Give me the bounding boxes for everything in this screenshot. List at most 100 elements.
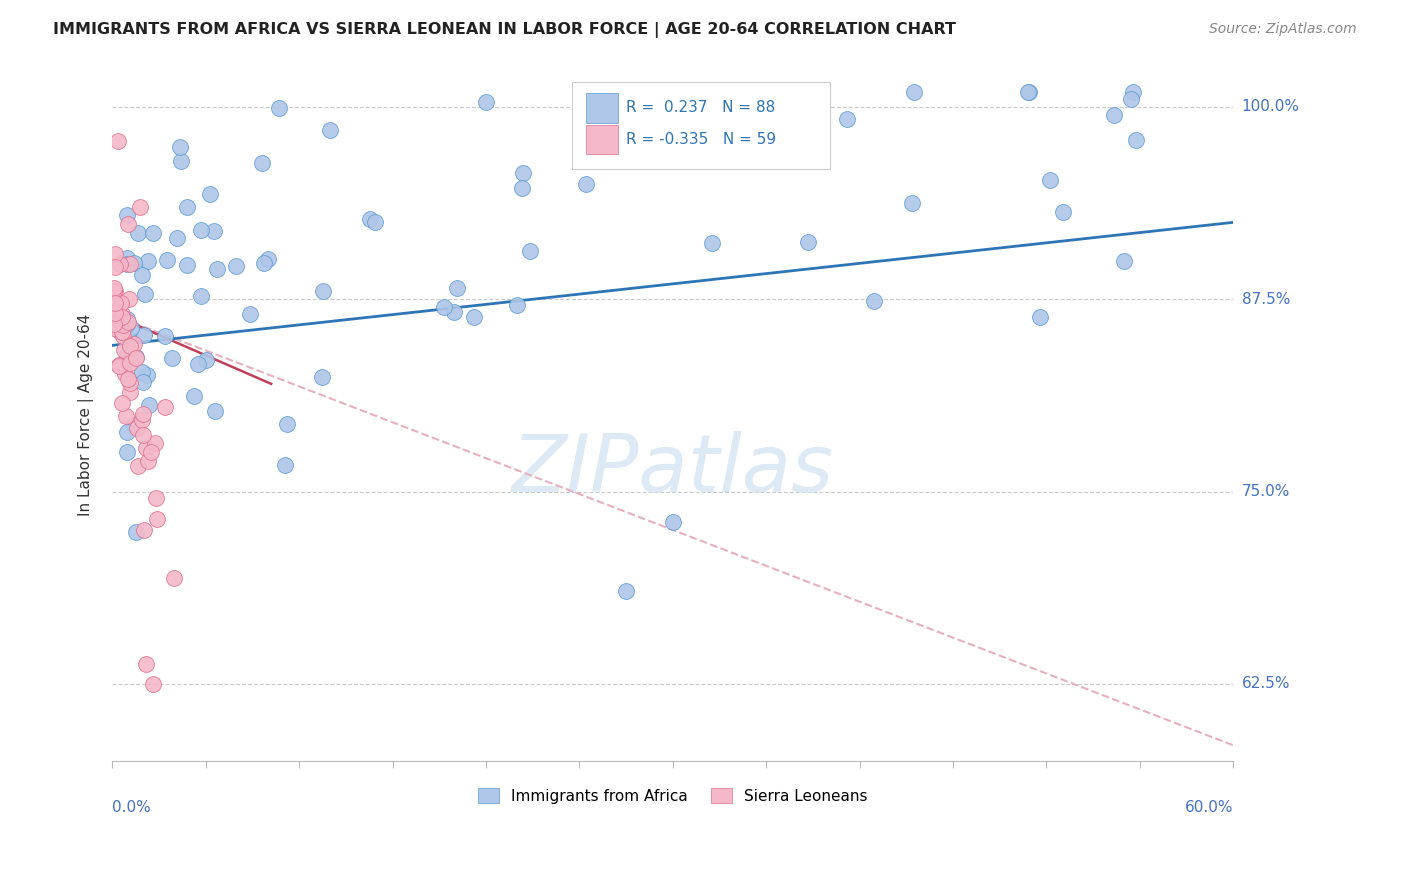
Point (359, 211, 381, 226)
Text: IMMIGRANTS FROM AFRICA VS SIERRA LEONEAN IN LABOR FORCE | AGE 20-64 CORRELATION : IMMIGRANTS FROM AFRICA VS SIERRA LEONEAN… (53, 22, 956, 38)
Point (103, 284, 125, 298)
Text: 87.5%: 87.5% (1241, 292, 1289, 307)
Bar (586, 125, 617, 154)
Point (443, 305, 465, 319)
Legend: Immigrants from Africa, Sierra Leoneans: Immigrants from Africa, Sierra Leoneans (471, 782, 875, 810)
Point (132, 523, 155, 537)
Point (143, 436, 166, 450)
Point (160, 351, 183, 366)
Point (112, 343, 135, 357)
Point (170, 153, 193, 168)
Point (703, 150, 725, 164)
Point (117, 218, 139, 232)
Text: ZIPatlas: ZIPatlas (512, 431, 834, 509)
Point (135, 368, 157, 383)
Point (114, 368, 136, 382)
Point (695, 99, 717, 113)
Point (146, 512, 169, 526)
Point (117, 352, 139, 367)
Point (1112, 253, 1135, 268)
Point (364, 215, 387, 229)
Point (117, 317, 139, 331)
Point (187, 358, 209, 372)
Point (117, 251, 139, 265)
Point (117, 349, 139, 363)
Point (131, 365, 153, 379)
Point (142, 227, 165, 241)
Point (311, 285, 333, 299)
Point (1125, 133, 1147, 147)
Point (575, 177, 598, 191)
Point (104, 306, 127, 320)
Text: R =  0.237   N = 88: R = 0.237 N = 88 (626, 101, 775, 115)
Point (111, 307, 134, 321)
Point (117, 209, 139, 223)
Point (153, 400, 176, 414)
Point (120, 339, 142, 353)
Point (104, 303, 127, 318)
Point (117, 312, 139, 326)
Point (120, 320, 142, 334)
Point (662, 515, 685, 529)
Point (105, 308, 128, 322)
Point (105, 317, 128, 331)
Point (125, 351, 148, 366)
Text: R = -0.335   N = 59: R = -0.335 N = 59 (626, 132, 776, 147)
Point (138, 254, 160, 268)
Point (104, 310, 127, 324)
Point (190, 223, 212, 237)
Point (127, 458, 149, 473)
Text: 0.0%: 0.0% (112, 799, 150, 814)
Point (900, 195, 922, 210)
Point (129, 200, 152, 214)
Point (204, 404, 226, 418)
Point (162, 571, 184, 585)
Point (862, 293, 884, 308)
Point (1017, 85, 1039, 99)
Point (614, 584, 637, 599)
Point (118, 333, 141, 347)
Point (276, 417, 298, 432)
Point (138, 398, 160, 412)
Point (103, 317, 125, 331)
Point (835, 112, 858, 126)
Point (107, 359, 129, 373)
Point (110, 296, 132, 310)
Point (169, 140, 191, 154)
Point (250, 156, 273, 170)
Point (1039, 172, 1062, 186)
Point (104, 285, 127, 299)
FancyBboxPatch shape (572, 82, 830, 169)
Point (132, 375, 155, 389)
Point (122, 417, 145, 432)
Point (117, 315, 139, 329)
Point (156, 252, 179, 267)
Point (117, 445, 139, 459)
Point (135, 657, 157, 671)
Point (166, 230, 188, 244)
Point (1119, 92, 1142, 106)
Point (506, 298, 529, 312)
Point (512, 166, 534, 180)
Text: 75.0%: 75.0% (1241, 484, 1289, 499)
Point (125, 350, 148, 364)
Point (1122, 85, 1144, 99)
Point (773, 800, 796, 814)
Point (202, 224, 225, 238)
Point (103, 315, 125, 329)
Point (111, 325, 134, 339)
Point (131, 413, 153, 427)
Point (475, 95, 498, 110)
Point (118, 376, 141, 391)
Point (1102, 108, 1125, 122)
Bar (586, 94, 617, 122)
Point (253, 256, 276, 270)
Point (117, 425, 139, 439)
Point (104, 306, 127, 320)
Point (519, 244, 541, 258)
Point (117, 257, 139, 271)
Point (225, 259, 247, 273)
Point (132, 407, 155, 421)
Point (107, 134, 129, 148)
Point (112, 329, 135, 343)
